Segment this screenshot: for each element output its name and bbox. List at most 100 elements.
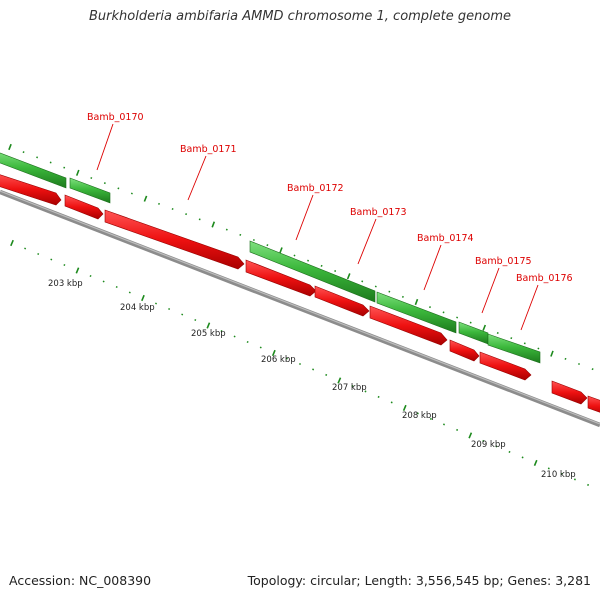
outer-tick	[75, 169, 80, 176]
scale-tick	[102, 280, 105, 283]
reverse-gene-arrow[interactable]	[0, 173, 62, 206]
scale-tick	[573, 478, 576, 481]
scale-tick	[10, 239, 14, 247]
outer-tick	[239, 233, 242, 236]
gene-label-leader	[187, 155, 207, 201]
outer-tick	[252, 239, 255, 241]
scale-tick	[246, 340, 249, 344]
outer-tick	[469, 321, 472, 324]
outer-tick	[510, 337, 513, 340]
outer-tick	[49, 161, 52, 164]
scale-tick	[63, 264, 66, 266]
kbp-tick-label: 203 kbp	[48, 279, 83, 289]
backbone-line	[0, 189, 600, 428]
forward-gene-arrow[interactable]	[487, 333, 541, 364]
outer-tick	[334, 270, 337, 272]
gene-label-callouts: Bamb_0170 Bamb_0171 Bamb_0172 Bamb_0173 …	[87, 112, 573, 331]
gene-label-leader	[96, 123, 114, 171]
outer-tick	[130, 192, 133, 195]
scale-tick	[259, 346, 262, 349]
forward-gene-arrow[interactable]	[69, 177, 111, 204]
gene-label[interactable]: Bamb_0171	[180, 144, 237, 155]
outer-tick	[401, 295, 404, 298]
outer-tick	[564, 357, 567, 360]
scale-tick	[299, 363, 301, 365]
gene-label[interactable]: Bamb_0175	[475, 256, 532, 267]
reverse-gene-arrow[interactable]	[587, 395, 600, 416]
scale-tick	[285, 357, 288, 360]
outer-tick	[496, 332, 499, 334]
scale-tick	[364, 390, 367, 393]
outer-tick	[429, 306, 431, 309]
outer-tick	[550, 350, 554, 357]
reverse-gene-arrow[interactable]	[479, 351, 532, 381]
outer-tick	[117, 187, 120, 190]
gene-label-leader	[423, 244, 442, 291]
reverse-gene-arrow[interactable]	[551, 380, 588, 405]
outer-tick	[22, 151, 25, 154]
outer-tick	[198, 218, 201, 221]
forward-gene-arrow[interactable]	[249, 240, 376, 303]
gene-label[interactable]: Bamb_0176	[516, 273, 573, 284]
outer-tick	[361, 280, 364, 283]
map-title: Burkholderia ambifaria AMMD chromosome 1…	[88, 9, 512, 24]
scale-tick	[377, 395, 380, 398]
kbp-tick-label: 205 kbp	[191, 329, 226, 339]
gene-label[interactable]: Bamb_0173	[350, 207, 407, 218]
outer-tick	[36, 156, 39, 159]
kbp-tick-label: 204 kbp	[120, 303, 155, 313]
outer-tick	[442, 311, 445, 314]
scale-tick	[194, 319, 197, 321]
outer-tick	[523, 342, 526, 345]
reverse-gene-arrow[interactable]	[64, 194, 104, 220]
scale-tick	[351, 384, 354, 387]
inner-scale-ring	[10, 239, 590, 487]
scale-tick	[482, 439, 485, 442]
scale-tick	[416, 412, 419, 415]
scale-tick	[495, 445, 498, 448]
scale-tick	[206, 322, 211, 329]
outer-tick	[90, 177, 93, 179]
scale-tick	[443, 423, 445, 426]
outer-tick	[388, 290, 391, 293]
kbp-tick-label: 206 kbp	[261, 355, 296, 365]
outer-tick	[8, 143, 12, 151]
reverse-gene-arrow[interactable]	[245, 259, 317, 297]
reverse-gene-arrow[interactable]	[314, 285, 370, 317]
outer-tick	[293, 254, 296, 257]
outer-tick	[171, 208, 174, 210]
gene-label[interactable]: Bamb_0170	[87, 112, 144, 123]
outer-tick	[374, 285, 377, 288]
outer-tick	[266, 244, 269, 247]
gene-label[interactable]: Bamb_0174	[417, 233, 474, 244]
outer-tick-ring	[8, 143, 594, 371]
outer-tick	[537, 347, 540, 350]
scale-tick	[547, 467, 550, 470]
outer-tick	[211, 221, 216, 228]
forward-gene-arrow[interactable]	[376, 291, 457, 334]
kbp-tick-label: 209 kbp	[471, 440, 506, 450]
scale-tick	[587, 483, 590, 487]
scale-tick	[37, 253, 40, 255]
scale-tick	[560, 472, 563, 476]
scale-tick	[75, 267, 80, 274]
gene-label-leader	[357, 218, 377, 265]
reverse-gene-arrow[interactable]	[104, 209, 245, 270]
outer-tick	[225, 228, 228, 231]
scale-tick	[141, 294, 145, 302]
reverse-strand-genes	[0, 173, 600, 416]
kbp-tick-labels: 203 kbp 204 kbp 205 kbp 206 kbp 207 kbp …	[48, 279, 576, 480]
outer-tick	[143, 195, 148, 202]
forward-gene-arrow[interactable]	[0, 151, 67, 189]
backbone-highlight	[0, 190, 600, 425]
outer-tick	[591, 368, 594, 371]
outer-tick	[279, 247, 283, 254]
scale-tick	[168, 308, 171, 310]
gene-label[interactable]: Bamb_0172	[287, 183, 344, 194]
reverse-gene-arrow[interactable]	[449, 339, 480, 362]
reverse-gene-arrow[interactable]	[369, 305, 448, 346]
outer-tick	[482, 324, 487, 331]
forward-gene-arrow[interactable]	[458, 321, 489, 345]
